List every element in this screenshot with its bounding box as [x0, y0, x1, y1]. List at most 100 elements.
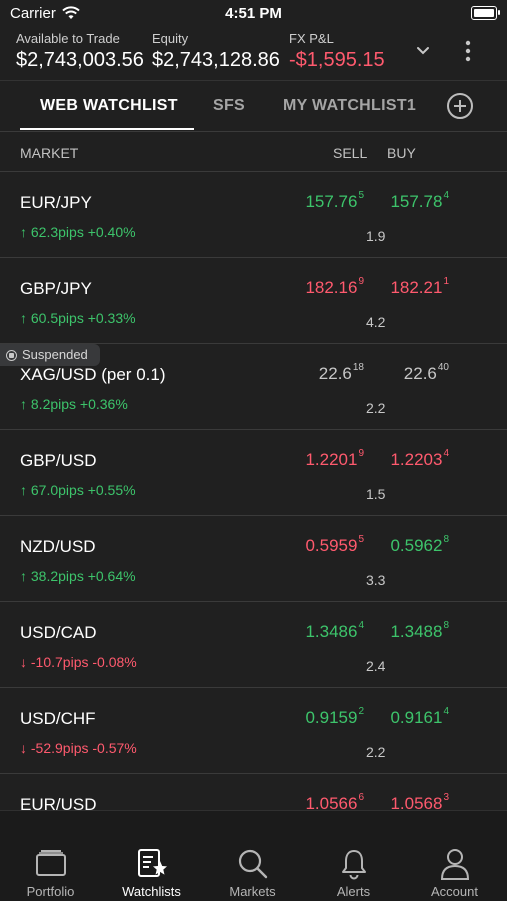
- buy-price-main: 1.3488: [390, 622, 443, 641]
- buy-price[interactable]: 1.22034: [390, 448, 449, 470]
- nav-markets-label: Markets: [229, 884, 276, 899]
- buy-price[interactable]: 0.91614: [390, 706, 449, 728]
- spread-value: 2.2: [366, 744, 386, 760]
- sell-price[interactable]: 1.05666: [305, 792, 364, 814]
- buy-price-main: 157.78: [390, 192, 443, 211]
- market-name: EUR/USD: [20, 795, 97, 814]
- buy-price-main: 22.6: [403, 364, 437, 383]
- watchlist-tabs: WEB WATCHLIST SFS MY WATCHLIST1: [0, 80, 507, 132]
- watchlist-row[interactable]: GBP/JPY ↑ 60.5pips +0.33% 182.169 182.211 4.…: [0, 258, 507, 344]
- sell-price-pip: 9: [358, 276, 364, 288]
- buy-price[interactable]: 1.05683: [390, 792, 449, 814]
- equity-value: $2,743,128.86: [152, 49, 280, 71]
- sell-price[interactable]: 0.91592: [305, 706, 364, 728]
- account-summary: Available to Trade $2,743,003.56 Equity …: [0, 28, 507, 78]
- watchlist-row[interactable]: Suspended XAG/USD (per 0.1) ↑ 8.2pips +0.3…: [0, 344, 507, 430]
- buy-price-pip: 4: [443, 706, 449, 718]
- sell-price[interactable]: 1.34864: [305, 620, 364, 642]
- price-change: ↓ -52.9pips -0.57%: [20, 740, 137, 756]
- sell-price-main: 22.6: [318, 364, 352, 383]
- buy-price[interactable]: 1.34888: [390, 620, 449, 642]
- buy-price-pip: 4: [443, 448, 449, 460]
- nav-alerts[interactable]: Alerts: [303, 811, 404, 901]
- buy-price[interactable]: 182.211: [390, 276, 449, 298]
- available-label: Available to Trade: [16, 31, 120, 46]
- carrier-label: Carrier: [10, 5, 56, 22]
- active-tab-indicator: [20, 128, 194, 130]
- buy-price-pip: 40: [437, 362, 449, 374]
- buy-price-pip: 1: [443, 276, 449, 288]
- watchlist: EUR/JPY ↑ 62.3pips +0.40% 157.765 157.784 1.…: [0, 172, 507, 860]
- buy-price[interactable]: 0.59628: [390, 534, 449, 556]
- buy-price-main: 182.21: [390, 278, 443, 297]
- portfolio-icon: [36, 850, 66, 876]
- bell-icon: [342, 850, 366, 880]
- column-header: MARKET SELL BUY: [0, 131, 507, 172]
- spread-value: 2.2: [366, 400, 386, 416]
- available-value: $2,743,003.56: [16, 49, 144, 71]
- nav-account[interactable]: Account: [404, 811, 505, 901]
- watchlist-row[interactable]: NZD/USD ↑ 38.2pips +0.64% 0.59595 0.59628 3.…: [0, 516, 507, 602]
- column-sell: SELL: [333, 145, 368, 161]
- price-change: ↑ 62.3pips +0.40%: [20, 224, 136, 240]
- sell-price[interactable]: 157.765: [305, 190, 364, 212]
- chevron-down-icon[interactable]: [414, 42, 432, 60]
- nav-watchlists[interactable]: Watchlists: [101, 811, 202, 901]
- watchlist-row[interactable]: EUR/JPY ↑ 62.3pips +0.40% 157.765 157.784 1.…: [0, 172, 507, 258]
- price-change: ↓ -10.7pips -0.08%: [20, 654, 137, 670]
- nav-markets[interactable]: Markets: [202, 811, 303, 901]
- column-market: MARKET: [20, 145, 79, 161]
- equity: Equity $2,743,128.86: [152, 31, 280, 72]
- spread-value: 1.9: [366, 228, 386, 244]
- market-name: GBP/JPY: [20, 279, 92, 298]
- tab-sfs[interactable]: SFS: [213, 97, 246, 114]
- spread-value: 3.3: [366, 572, 386, 588]
- buy-price-pip: 3: [443, 792, 449, 804]
- sell-price-main: 1.3486: [305, 622, 358, 641]
- buy-price-pip: 4: [443, 190, 449, 202]
- sell-price[interactable]: 182.169: [305, 276, 364, 298]
- sell-price-pip: 5: [358, 190, 364, 202]
- sell-price[interactable]: 1.22019: [305, 448, 364, 470]
- tab-web-watchlist[interactable]: WEB WATCHLIST: [40, 97, 178, 114]
- nav-alerts-label: Alerts: [336, 884, 371, 899]
- sell-price-main: 157.76: [305, 192, 358, 211]
- buy-price-pip: 8: [443, 620, 449, 632]
- tab-my-watchlist1[interactable]: MY WATCHLIST1: [283, 97, 417, 114]
- price-change: ↑ 67.0pips +0.55%: [20, 482, 136, 498]
- buy-price[interactable]: 22.640: [403, 362, 449, 384]
- sell-price-pip: 18: [352, 362, 364, 374]
- sell-price-main: 0.9159: [305, 708, 358, 727]
- sell-price[interactable]: 22.618: [318, 362, 364, 384]
- add-watchlist-icon[interactable]: [447, 93, 473, 119]
- more-options-icon[interactable]: [464, 40, 472, 62]
- watchlists-icon: [138, 849, 167, 877]
- person-icon: [440, 849, 470, 880]
- watchlist-row[interactable]: USD/CHF ↓ -52.9pips -0.57% 0.91592 0.91614 2…: [0, 688, 507, 774]
- suspended-badge: Suspended: [0, 344, 100, 366]
- buy-price-main: 1.2203: [390, 450, 443, 469]
- fx-pnl: FX P&L -$1,595.15: [289, 31, 385, 72]
- nav-portfolio[interactable]: Portfolio: [0, 811, 101, 901]
- price-change: ↑ 8.2pips +0.36%: [20, 396, 128, 412]
- market-name: USD/CAD: [20, 623, 97, 642]
- column-buy: BUY: [387, 145, 416, 161]
- market-name: XAG/USD (per 0.1): [20, 365, 166, 384]
- market-name: NZD/USD: [20, 537, 96, 556]
- buy-price-main: 0.5962: [390, 536, 443, 555]
- watchlist-row[interactable]: GBP/USD ↑ 67.0pips +0.55% 1.22019 1.22034 1.…: [0, 430, 507, 516]
- search-icon: [238, 849, 268, 879]
- sell-price[interactable]: 0.59595: [305, 534, 364, 556]
- buy-price[interactable]: 157.784: [390, 190, 449, 212]
- sell-price-main: 1.0566: [305, 794, 358, 813]
- nav-portfolio-label: Portfolio: [26, 884, 75, 899]
- nav-watchlists-label: Watchlists: [122, 884, 181, 899]
- fx-pnl-label: FX P&L: [289, 31, 334, 46]
- nav-account-label: Account: [431, 884, 478, 899]
- market-name: GBP/USD: [20, 451, 97, 470]
- available-to-trade: Available to Trade $2,743,003.56: [16, 31, 144, 72]
- sell-price-main: 1.2201: [305, 450, 358, 469]
- sell-price-pip: 5: [358, 534, 364, 546]
- suspended-label: Suspended: [22, 347, 88, 362]
- watchlist-row[interactable]: USD/CAD ↓ -10.7pips -0.08% 1.34864 1.34888 2…: [0, 602, 507, 688]
